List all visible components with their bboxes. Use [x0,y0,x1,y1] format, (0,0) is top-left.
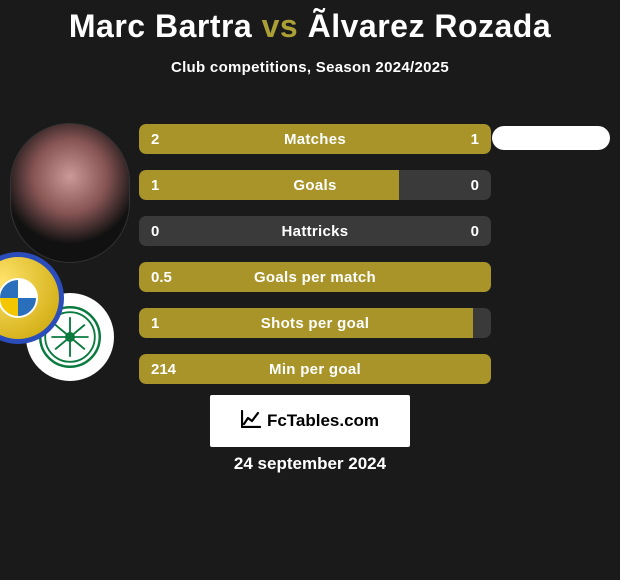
stat-label: Matches [139,124,491,154]
stat-row: 0Hattricks0 [139,216,491,246]
subtitle: Club competitions, Season 2024/2025 [0,59,620,76]
stats-bars: 2Matches11Goals00Hattricks00.5Goals per … [139,124,491,400]
player-photo-left [10,123,130,263]
title-player-left: Marc Bartra [69,8,252,44]
watermark-text: FcTables.com [267,411,379,431]
stat-label: Min per goal [139,354,491,384]
stat-row: 2Matches1 [139,124,491,154]
stat-value-right: 1 [471,124,479,154]
stat-label: Goals [139,170,491,200]
stat-row: 1Shots per goal [139,308,491,338]
title-vs: vs [262,8,299,44]
stat-row: 0.5Goals per match [139,262,491,292]
chart-icon [241,410,261,433]
stat-row: 214Min per goal [139,354,491,384]
stat-value-right: 0 [471,216,479,246]
page-title: Marc Bartra vs Ãlvarez Rozada [0,0,620,45]
date-text: 24 september 2024 [0,454,620,474]
stat-label: Hattricks [139,216,491,246]
watermark: FcTables.com [210,395,410,447]
stat-value-right: 0 [471,170,479,200]
stat-row: 1Goals0 [139,170,491,200]
title-player-right: Ãlvarez Rozada [308,8,552,44]
stat-label: Shots per goal [139,308,491,338]
player-photo-right-placeholder [492,126,610,150]
las-palmas-crest-icon [0,278,38,318]
stat-label: Goals per match [139,262,491,292]
